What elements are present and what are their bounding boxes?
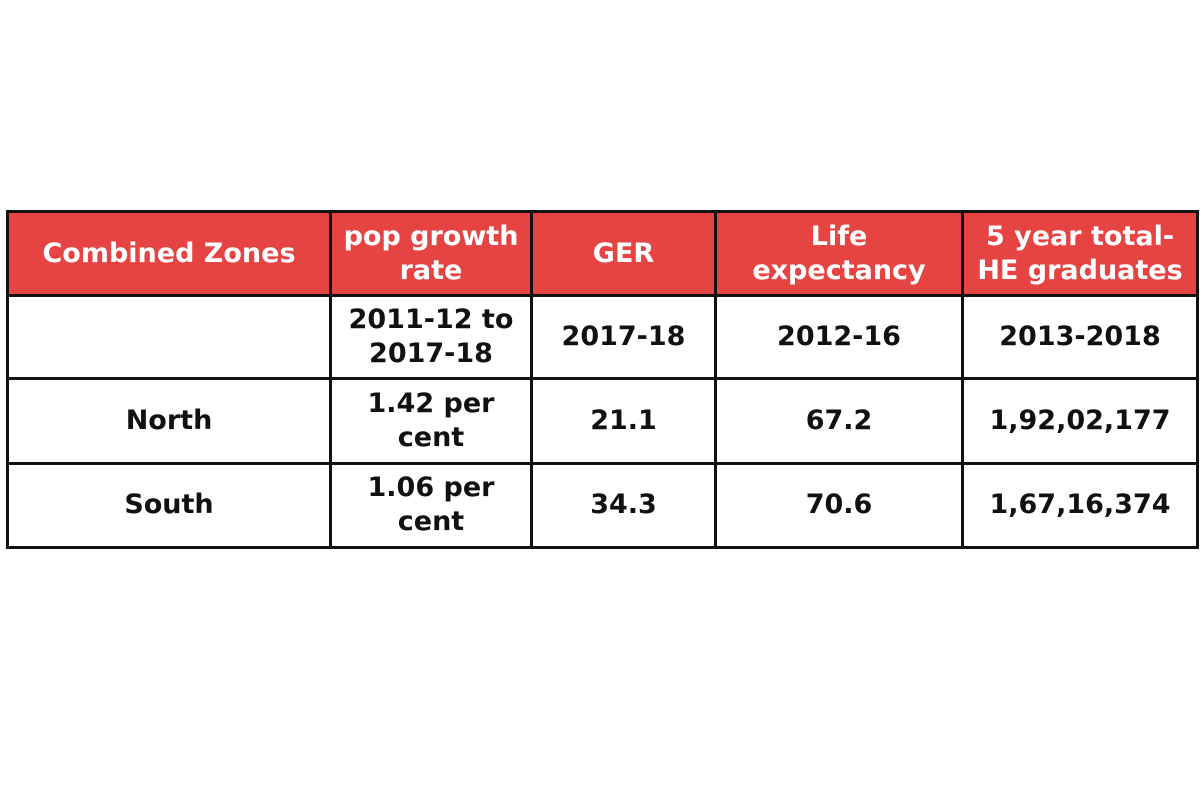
graduates-cell: 1,67,16,374 xyxy=(961,461,1199,550)
header-pop-growth-rate: pop growth rate xyxy=(329,210,533,297)
ger-cell: 21.1 xyxy=(530,377,717,465)
period-cell-zone xyxy=(6,293,332,381)
zone-name-cell: North xyxy=(6,377,332,465)
zone-name-cell: South xyxy=(6,461,332,550)
zones-comparison-table: Combined Zones pop growth rate GER Life … xyxy=(6,210,1199,550)
header-combined-zones: Combined Zones xyxy=(6,210,332,297)
ger-cell: 34.3 xyxy=(530,461,717,550)
header-ger: GER xyxy=(530,210,717,297)
period-row: 2011-12 to 2017-18 2017-18 2012-16 2013-… xyxy=(6,293,1199,381)
graduates-cell: 1,92,02,177 xyxy=(961,377,1199,465)
life-expectancy-cell: 67.2 xyxy=(714,377,964,465)
pop-growth-cell: 1.06 per cent xyxy=(329,461,533,550)
life-expectancy-cell: 70.6 xyxy=(714,461,964,550)
table-row: South 1.06 per cent 34.3 70.6 1,67,16,37… xyxy=(6,461,1199,550)
data-table-container: Combined Zones pop growth rate GER Life … xyxy=(6,210,1199,550)
table-row: North 1.42 per cent 21.1 67.2 1,92,02,17… xyxy=(6,377,1199,465)
period-cell-graduates: 2013-2018 xyxy=(961,293,1199,381)
table-header-row: Combined Zones pop growth rate GER Life … xyxy=(6,210,1199,297)
period-cell-pop-growth: 2011-12 to 2017-18 xyxy=(329,293,533,381)
header-he-graduates: 5 year total- HE graduates xyxy=(961,210,1199,297)
header-life-expectancy: Life expectancy xyxy=(714,210,964,297)
period-cell-ger: 2017-18 xyxy=(530,293,717,381)
pop-growth-cell: 1.42 per cent xyxy=(329,377,533,465)
period-cell-life-expectancy: 2012-16 xyxy=(714,293,964,381)
